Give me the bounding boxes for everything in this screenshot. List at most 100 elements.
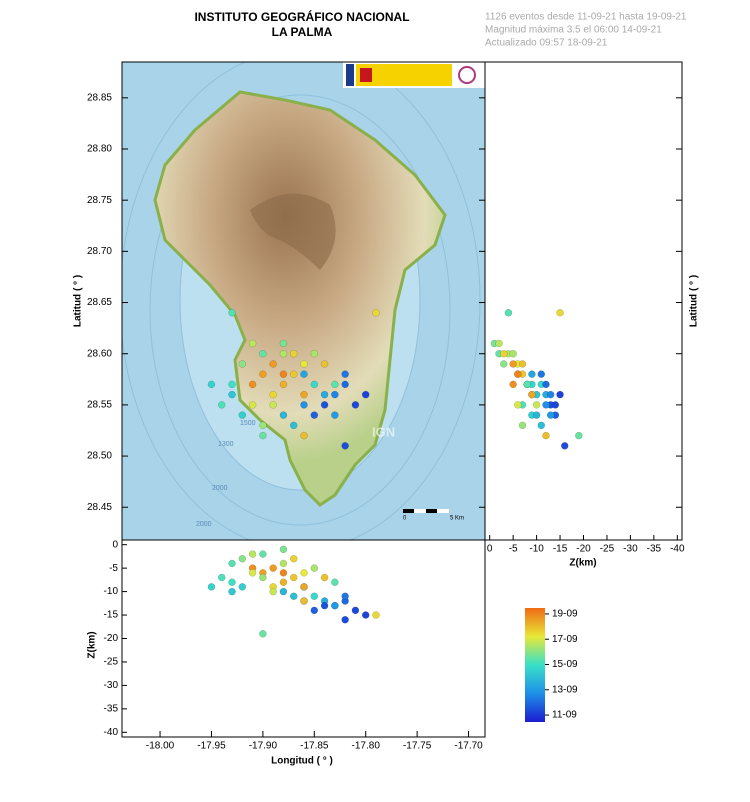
axis-label: Longitud ( ° ) <box>271 756 333 767</box>
quake <box>310 411 319 419</box>
quake <box>248 401 257 409</box>
quake <box>341 442 349 450</box>
lat-depth-points <box>490 309 583 450</box>
quake <box>542 401 550 409</box>
quake <box>228 587 236 596</box>
quake <box>310 380 319 389</box>
quake <box>279 349 288 358</box>
quake <box>279 380 288 389</box>
contour-label: 2000 <box>196 521 212 528</box>
quake <box>537 421 546 430</box>
quake <box>560 442 569 450</box>
quake <box>269 587 277 596</box>
quake <box>331 380 339 389</box>
z-tick-label: 0 <box>487 544 493 555</box>
quake <box>217 573 226 582</box>
quake <box>289 349 298 358</box>
quake <box>300 401 308 409</box>
quake <box>320 360 329 368</box>
quake <box>372 611 380 619</box>
quake <box>361 611 370 619</box>
scale-label: 0 <box>403 516 407 522</box>
info-line: Magnitud máxima 3.5 el 06:00 14-09-21 <box>485 25 662 36</box>
axis-label: Latitud ( ° ) <box>689 275 700 327</box>
z-tick-label: -25 <box>104 657 119 668</box>
quake <box>300 431 308 440</box>
z-tick-label: -10 <box>104 586 119 597</box>
quake <box>518 421 527 430</box>
quake <box>514 370 522 378</box>
quake <box>289 573 298 582</box>
map-background: 1500 1300 2000 2000 IGN 0 5 Km <box>122 62 485 540</box>
quake <box>228 559 236 568</box>
info-line: Actualizado 09:57 18-09-21 <box>485 38 608 49</box>
colorbar <box>525 608 545 722</box>
quake <box>259 431 267 440</box>
y-tick-label: 28.50 <box>87 451 112 462</box>
quake <box>269 564 277 572</box>
y-tick-label: 28.55 <box>87 400 112 411</box>
quake <box>269 390 277 399</box>
quake <box>300 360 308 368</box>
x-tick-label: -17.90 <box>249 741 278 752</box>
quake <box>279 411 288 419</box>
quake <box>320 401 329 409</box>
quake <box>320 601 329 610</box>
lat-depth-frame <box>484 61 683 541</box>
quake <box>528 370 536 378</box>
axis-label: Latitud ( ° ) <box>73 275 84 327</box>
quake <box>542 380 550 389</box>
quake <box>238 411 247 419</box>
z-tick-label: -15 <box>553 544 568 555</box>
quake <box>331 411 339 419</box>
quake <box>556 309 564 317</box>
quake <box>310 592 319 601</box>
contour-label: 1500 <box>240 420 256 427</box>
quake <box>269 360 277 368</box>
quake <box>556 390 564 399</box>
quake <box>248 380 257 389</box>
y-tick-label: 28.70 <box>87 246 112 257</box>
quake <box>279 370 288 378</box>
quake <box>248 339 257 348</box>
z-tick-label: -25 <box>600 544 615 555</box>
quake <box>289 370 298 378</box>
quake <box>279 559 288 568</box>
quake <box>217 401 226 409</box>
quake <box>514 401 522 409</box>
watermark: IGN <box>372 424 395 439</box>
quake <box>372 309 380 317</box>
colorbar-label: 11-09 <box>552 710 577 721</box>
y-tick-label: 28.60 <box>87 348 112 359</box>
z-tick-label: -20 <box>104 633 119 644</box>
quake <box>238 555 247 563</box>
quake <box>259 573 267 582</box>
quake <box>279 569 288 577</box>
quake <box>528 390 536 399</box>
quake <box>341 370 349 378</box>
quake <box>259 349 267 358</box>
quake <box>207 380 216 389</box>
quake <box>269 401 277 409</box>
quake <box>331 578 339 586</box>
x-tick-label: -17.95 <box>197 741 226 752</box>
quake <box>228 309 236 317</box>
axis-label: Z(km) <box>569 558 596 569</box>
z-tick-label: -15 <box>104 610 119 621</box>
z-tick-label: -30 <box>623 544 638 555</box>
quake <box>207 583 216 591</box>
axis-label: Z(km) <box>87 631 98 658</box>
z-tick-label: -10 <box>529 544 544 555</box>
quake <box>248 550 257 558</box>
quake <box>259 550 267 558</box>
x-tick-label: -17.70 <box>454 741 483 752</box>
quake <box>279 578 288 586</box>
y-tick-label: 28.45 <box>87 502 112 513</box>
quake <box>300 569 308 577</box>
quake <box>341 592 349 601</box>
z-tick-label: -30 <box>104 680 119 691</box>
quake <box>500 360 508 368</box>
y-tick-label: 28.65 <box>87 297 112 308</box>
quake <box>259 421 267 430</box>
quake <box>248 569 257 577</box>
